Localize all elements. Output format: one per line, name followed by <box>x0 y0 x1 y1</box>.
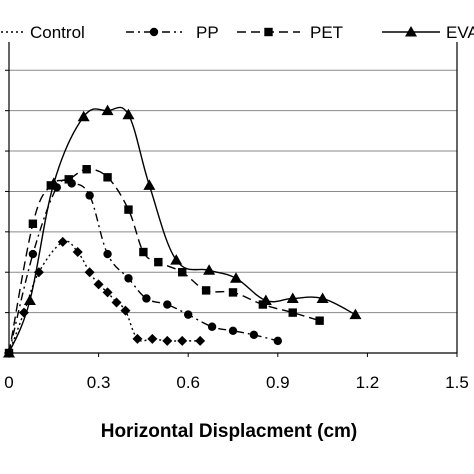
series-eva <box>3 104 362 358</box>
data-point-eva-3 <box>47 177 60 188</box>
data-point-pet-12 <box>228 288 238 297</box>
data-series <box>3 104 362 358</box>
data-point-eva-5 <box>101 104 114 116</box>
legend-item-pp: PP <box>126 23 219 42</box>
legend-label-pet: PET <box>310 23 343 42</box>
legend-marker-pet <box>264 27 273 37</box>
data-point-pet-5 <box>82 165 91 174</box>
data-point-pp-5 <box>85 191 94 200</box>
legend-item-eva: EVA <box>382 23 474 42</box>
legend: Control PP PET EVA <box>0 23 474 42</box>
data-point-pp-7 <box>124 274 133 283</box>
data-point-eva-8 <box>170 254 183 265</box>
data-point-eva-11 <box>259 294 272 305</box>
data-point-pp-11 <box>207 322 217 331</box>
gridlines <box>9 69 457 314</box>
data-point-pet-15 <box>315 316 324 325</box>
data-point-control-13 <box>162 335 173 346</box>
legend-label-pp: PP <box>196 23 219 42</box>
data-point-eva-13 <box>316 292 329 303</box>
x-tick-labels: 0 0.3 0.6 0.9 1.2 1.5 <box>4 373 469 392</box>
legend-label-eva: EVA <box>446 23 474 42</box>
data-point-pp-12 <box>228 326 238 335</box>
x-tick-label: 0 <box>4 373 13 392</box>
data-point-control-6 <box>84 267 95 278</box>
data-point-pp-2 <box>28 249 38 259</box>
data-point-pp-13 <box>249 330 259 340</box>
x-tick-label: 0.6 <box>176 373 200 392</box>
data-point-pet-8 <box>139 247 148 257</box>
data-point-pet-7 <box>124 205 133 214</box>
x-tick-label: 0.3 <box>87 373 111 392</box>
data-point-pp-6 <box>103 249 112 259</box>
data-point-pet-6 <box>103 173 112 182</box>
data-point-pp-9 <box>163 300 172 309</box>
legend-item-pet: PET <box>237 23 343 42</box>
data-point-control-4 <box>57 236 68 247</box>
data-point-eva-4 <box>77 110 90 122</box>
data-point-control-9 <box>111 297 122 308</box>
data-point-control-12 <box>147 333 158 344</box>
data-point-pp-14 <box>273 336 282 346</box>
data-point-control-7 <box>93 279 104 290</box>
x-tick-label: 1.5 <box>445 373 469 392</box>
data-point-pp-8 <box>142 294 151 303</box>
data-point-eva-2 <box>23 294 36 305</box>
x-axis-title: Horizontal Displacment (cm) <box>101 421 358 442</box>
legend-label-control: Control <box>30 23 85 42</box>
data-point-control-10 <box>120 305 131 316</box>
data-point-pet-2 <box>28 219 38 228</box>
data-point-eva-9 <box>203 264 216 275</box>
data-point-eva-10 <box>229 272 242 283</box>
data-point-control-8 <box>102 287 113 298</box>
data-point-pp-10 <box>184 310 193 319</box>
data-point-control-11 <box>132 333 143 344</box>
data-point-pet-4 <box>64 175 73 184</box>
legend-marker-pp <box>149 27 159 37</box>
legend-item-control: Control <box>0 23 85 42</box>
x-tick-label: 1.2 <box>356 373 380 392</box>
axes <box>5 42 458 357</box>
legend-marker-eva <box>405 26 417 37</box>
x-tick-label: 0.9 <box>266 373 290 392</box>
data-point-eva-14 <box>349 308 362 320</box>
data-point-pet-14 <box>288 308 297 317</box>
data-point-pet-11 <box>201 286 211 295</box>
data-point-control-15 <box>195 335 206 346</box>
data-point-eva-6 <box>122 108 135 120</box>
data-point-eva-12 <box>286 292 299 303</box>
data-point-pet-10 <box>178 268 187 277</box>
data-point-control-14 <box>177 335 188 346</box>
data-point-eva-7 <box>143 179 156 190</box>
data-point-eva-1 <box>3 347 15 358</box>
data-point-control-5 <box>72 247 83 258</box>
data-point-pet-9 <box>154 257 163 267</box>
